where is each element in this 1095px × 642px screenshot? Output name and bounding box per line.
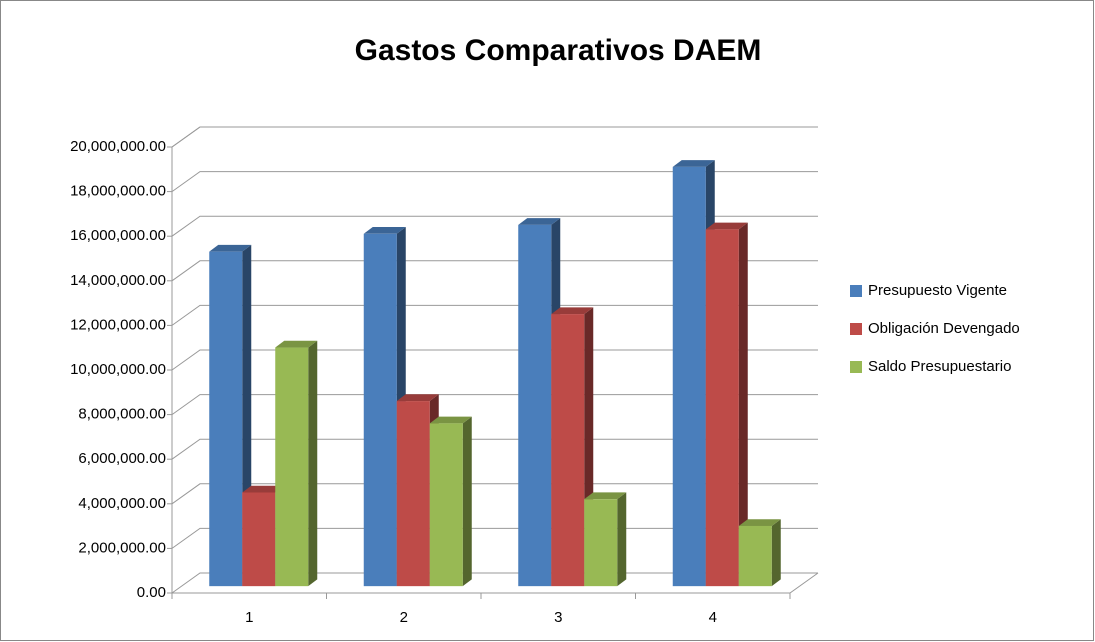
legend-swatch bbox=[850, 361, 862, 373]
legend-label: Presupuesto Vigente bbox=[868, 282, 1007, 299]
bar bbox=[738, 519, 781, 587]
bar-front bbox=[242, 492, 276, 587]
bar-front bbox=[584, 499, 618, 587]
bar-front bbox=[705, 229, 739, 587]
bar-top bbox=[275, 340, 318, 348]
bar-top bbox=[738, 519, 781, 526]
grid-line bbox=[171, 126, 818, 148]
x-tick-label: 4 bbox=[709, 609, 717, 626]
bar-side bbox=[771, 519, 781, 587]
bar-top bbox=[584, 492, 627, 500]
legend-label: Obligación Devengado bbox=[868, 320, 1020, 337]
y-tick-label: 14,000,000.00 bbox=[70, 272, 166, 289]
legend-swatch bbox=[850, 285, 862, 297]
bar-side bbox=[308, 340, 318, 587]
bar-top bbox=[396, 394, 439, 402]
bar-top bbox=[551, 307, 594, 315]
y-tick-label: 10,000,000.00 bbox=[70, 361, 166, 378]
grid-line bbox=[171, 349, 818, 371]
x-tick-label: 1 bbox=[245, 609, 253, 626]
bar-front bbox=[429, 423, 463, 587]
legend-label: Saldo Presupuestario bbox=[868, 358, 1011, 375]
bar bbox=[429, 416, 472, 587]
bar-top bbox=[242, 485, 285, 493]
bar-front bbox=[275, 347, 309, 587]
y-tick-label: 12,000,000.00 bbox=[70, 316, 166, 333]
bar-top bbox=[363, 227, 406, 234]
bar-front bbox=[551, 314, 585, 587]
grid-line bbox=[171, 483, 818, 505]
bar-front bbox=[738, 525, 772, 587]
bar bbox=[551, 307, 594, 587]
y-tick-label: 20,000,000.00 bbox=[70, 138, 166, 155]
grid-line bbox=[171, 394, 818, 416]
bar-side bbox=[738, 222, 748, 587]
legend-swatch bbox=[850, 323, 862, 335]
bar-side bbox=[617, 492, 627, 587]
grid-line bbox=[171, 260, 818, 282]
bar-top bbox=[429, 416, 472, 424]
bar-top bbox=[518, 218, 561, 225]
grid-line bbox=[171, 171, 818, 193]
bar-front bbox=[672, 166, 706, 587]
x-tick-label: 3 bbox=[554, 609, 562, 626]
y-tick-label: 0.00 bbox=[137, 584, 166, 601]
bar-front bbox=[396, 401, 430, 587]
bar bbox=[705, 222, 748, 587]
bar-front bbox=[363, 233, 397, 587]
bar bbox=[209, 244, 252, 587]
bar-top bbox=[209, 244, 252, 252]
y-tick-label: 16,000,000.00 bbox=[70, 227, 166, 244]
grid-line bbox=[171, 438, 818, 460]
y-tick-label: 18,000,000.00 bbox=[70, 183, 166, 200]
bar-top bbox=[672, 160, 715, 167]
bar-top bbox=[705, 222, 748, 230]
bar bbox=[584, 492, 627, 587]
x-tick-label: 2 bbox=[400, 609, 408, 626]
bar-front bbox=[518, 224, 552, 587]
bar bbox=[275, 340, 318, 587]
grid-line bbox=[171, 215, 818, 237]
chart-title: Gastos Comparativos DAEM bbox=[355, 34, 762, 67]
grid-line bbox=[171, 304, 818, 326]
y-tick-label: 8,000,000.00 bbox=[78, 406, 166, 423]
y-tick-label: 4,000,000.00 bbox=[78, 495, 166, 512]
bar-front bbox=[209, 251, 243, 587]
bar-side bbox=[462, 416, 472, 587]
y-tick-label: 2,000,000.00 bbox=[78, 539, 166, 556]
y-tick-label: 6,000,000.00 bbox=[78, 450, 166, 467]
